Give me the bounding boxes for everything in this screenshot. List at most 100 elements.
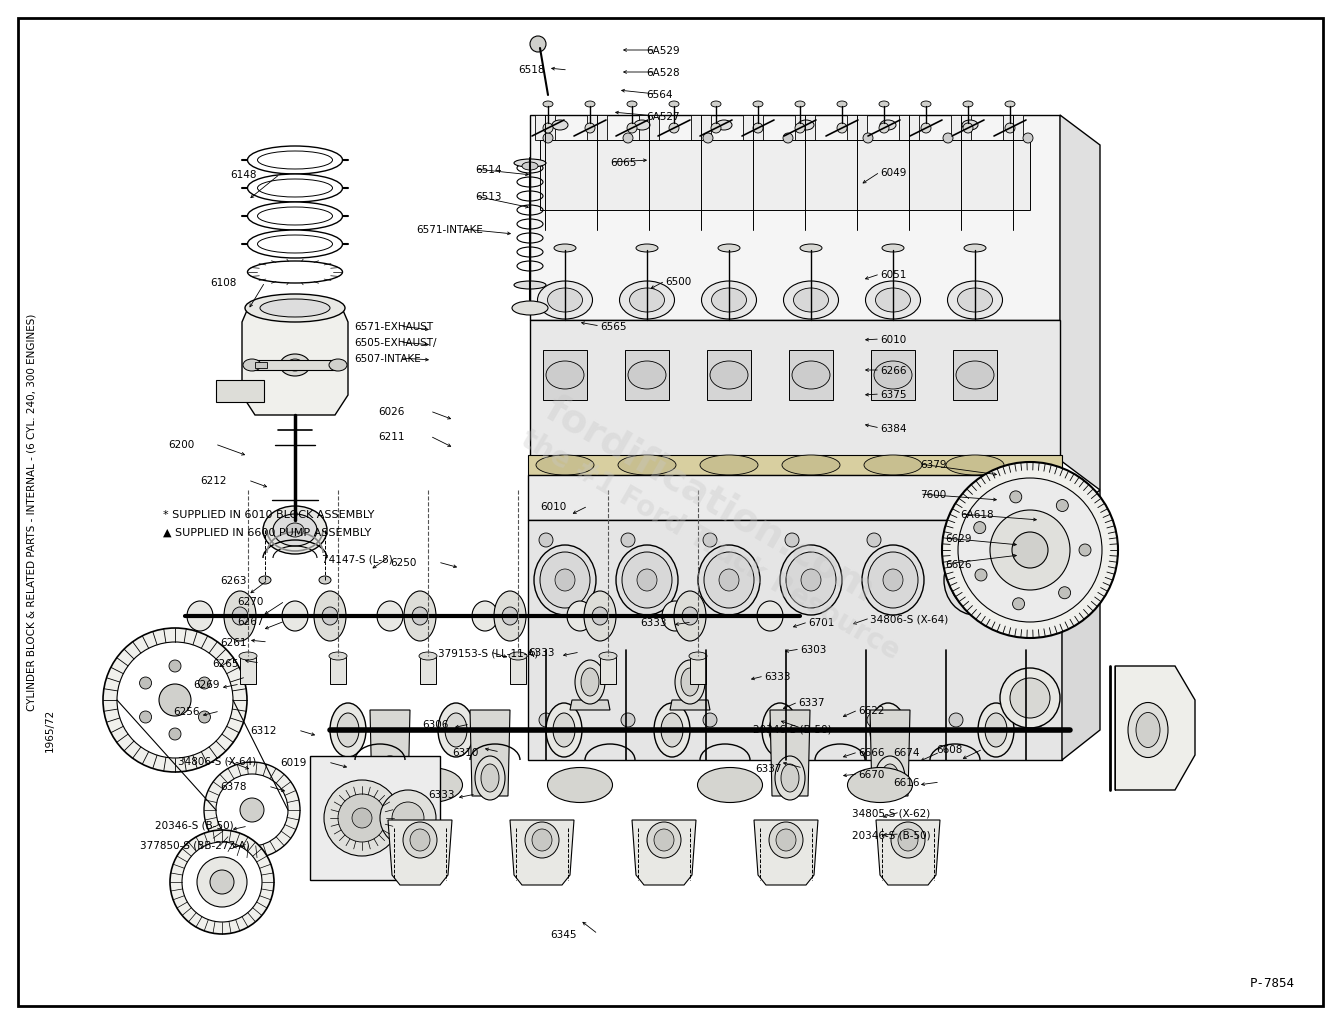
Ellipse shape: [567, 601, 593, 631]
Text: 6337: 6337: [798, 698, 825, 708]
Circle shape: [754, 123, 763, 133]
Ellipse shape: [404, 822, 437, 858]
Ellipse shape: [681, 668, 699, 696]
Ellipse shape: [683, 607, 699, 625]
Ellipse shape: [662, 601, 688, 631]
Text: 6608: 6608: [936, 745, 963, 755]
Ellipse shape: [481, 764, 499, 792]
Text: 6507-INTAKE: 6507-INTAKE: [354, 354, 421, 364]
Ellipse shape: [864, 455, 923, 475]
Ellipse shape: [870, 703, 907, 757]
Ellipse shape: [330, 703, 366, 757]
Circle shape: [204, 762, 300, 858]
Ellipse shape: [848, 768, 912, 803]
Ellipse shape: [248, 261, 342, 283]
Polygon shape: [370, 710, 410, 796]
Text: 6571-INTAKE: 6571-INTAKE: [416, 225, 483, 234]
Text: P-7854: P-7854: [1250, 977, 1295, 990]
Circle shape: [621, 534, 636, 547]
Text: 6026: 6026: [378, 407, 405, 417]
Ellipse shape: [257, 151, 333, 169]
Circle shape: [921, 123, 931, 133]
Text: 6A528: 6A528: [646, 68, 680, 78]
Ellipse shape: [547, 288, 582, 312]
Text: ▲ SUPPLIED IN 6600 PUMP ASSEMBLY: ▲ SUPPLIED IN 6600 PUMP ASSEMBLY: [164, 528, 371, 538]
Ellipse shape: [793, 361, 830, 389]
Bar: [789, 350, 833, 400]
Ellipse shape: [248, 174, 342, 202]
Text: 7600: 7600: [920, 490, 947, 500]
Polygon shape: [770, 710, 810, 796]
Ellipse shape: [591, 607, 607, 625]
Circle shape: [169, 660, 181, 672]
Bar: [540, 140, 1030, 210]
Ellipse shape: [646, 822, 681, 858]
Ellipse shape: [439, 703, 473, 757]
Polygon shape: [388, 820, 452, 885]
Text: 6616: 6616: [893, 778, 920, 788]
Ellipse shape: [801, 569, 821, 591]
Text: 6333: 6333: [764, 672, 790, 682]
Text: 6051: 6051: [880, 270, 907, 280]
Circle shape: [539, 713, 552, 727]
Ellipse shape: [248, 146, 342, 174]
Ellipse shape: [636, 244, 658, 252]
Text: 6148: 6148: [231, 170, 256, 180]
Text: 6A527: 6A527: [646, 112, 680, 122]
Circle shape: [837, 123, 848, 133]
Ellipse shape: [232, 607, 248, 625]
Ellipse shape: [865, 281, 920, 319]
Ellipse shape: [628, 101, 637, 106]
Text: 6565: 6565: [599, 322, 626, 332]
Polygon shape: [1059, 115, 1100, 490]
Text: 34805-S (X-62): 34805-S (X-62): [852, 808, 931, 818]
Ellipse shape: [287, 359, 303, 371]
Text: 6266: 6266: [880, 366, 907, 376]
Circle shape: [1031, 534, 1045, 547]
Ellipse shape: [882, 244, 904, 252]
Ellipse shape: [628, 361, 666, 389]
Text: 34806-S (X-64): 34806-S (X-64): [178, 756, 256, 766]
Ellipse shape: [522, 162, 538, 170]
Bar: [510, 656, 526, 684]
Text: 6010: 6010: [880, 335, 907, 345]
Ellipse shape: [1004, 101, 1015, 106]
Text: 6626: 6626: [945, 560, 971, 570]
Text: CYLINDER BLOCK & RELATED PARTS - INTERNAL - (6 CYL. 240, 300 ENGINES): CYLINDER BLOCK & RELATED PARTS - INTERNA…: [27, 313, 38, 711]
Ellipse shape: [329, 652, 347, 660]
Ellipse shape: [780, 764, 799, 792]
Circle shape: [974, 521, 986, 534]
Ellipse shape: [801, 244, 822, 252]
Ellipse shape: [524, 822, 559, 858]
Bar: [707, 350, 751, 400]
Ellipse shape: [286, 523, 304, 537]
Text: * SUPPLIED IN 6010 BLOCK ASSEMBLY: * SUPPLIED IN 6010 BLOCK ASSEMBLY: [164, 510, 374, 520]
Ellipse shape: [257, 179, 333, 197]
Ellipse shape: [282, 601, 308, 631]
Circle shape: [1010, 678, 1050, 718]
Circle shape: [621, 713, 636, 727]
Circle shape: [784, 534, 799, 547]
Bar: [255, 362, 267, 368]
Ellipse shape: [880, 120, 896, 130]
Circle shape: [783, 133, 793, 143]
Ellipse shape: [475, 756, 506, 800]
Ellipse shape: [712, 288, 747, 312]
Polygon shape: [570, 700, 610, 710]
Ellipse shape: [654, 829, 675, 851]
Ellipse shape: [337, 713, 359, 746]
Ellipse shape: [776, 829, 797, 851]
Text: 74147-S (L-8): 74147-S (L-8): [322, 554, 393, 564]
Text: 6337: 6337: [755, 764, 782, 774]
Circle shape: [338, 794, 386, 842]
Circle shape: [139, 677, 152, 689]
Ellipse shape: [512, 301, 548, 315]
Ellipse shape: [689, 652, 707, 660]
Circle shape: [1023, 133, 1033, 143]
Circle shape: [963, 123, 974, 133]
Ellipse shape: [629, 288, 665, 312]
Ellipse shape: [404, 591, 436, 641]
Text: 6019: 6019: [280, 758, 306, 768]
Circle shape: [139, 711, 152, 723]
Circle shape: [530, 36, 546, 52]
